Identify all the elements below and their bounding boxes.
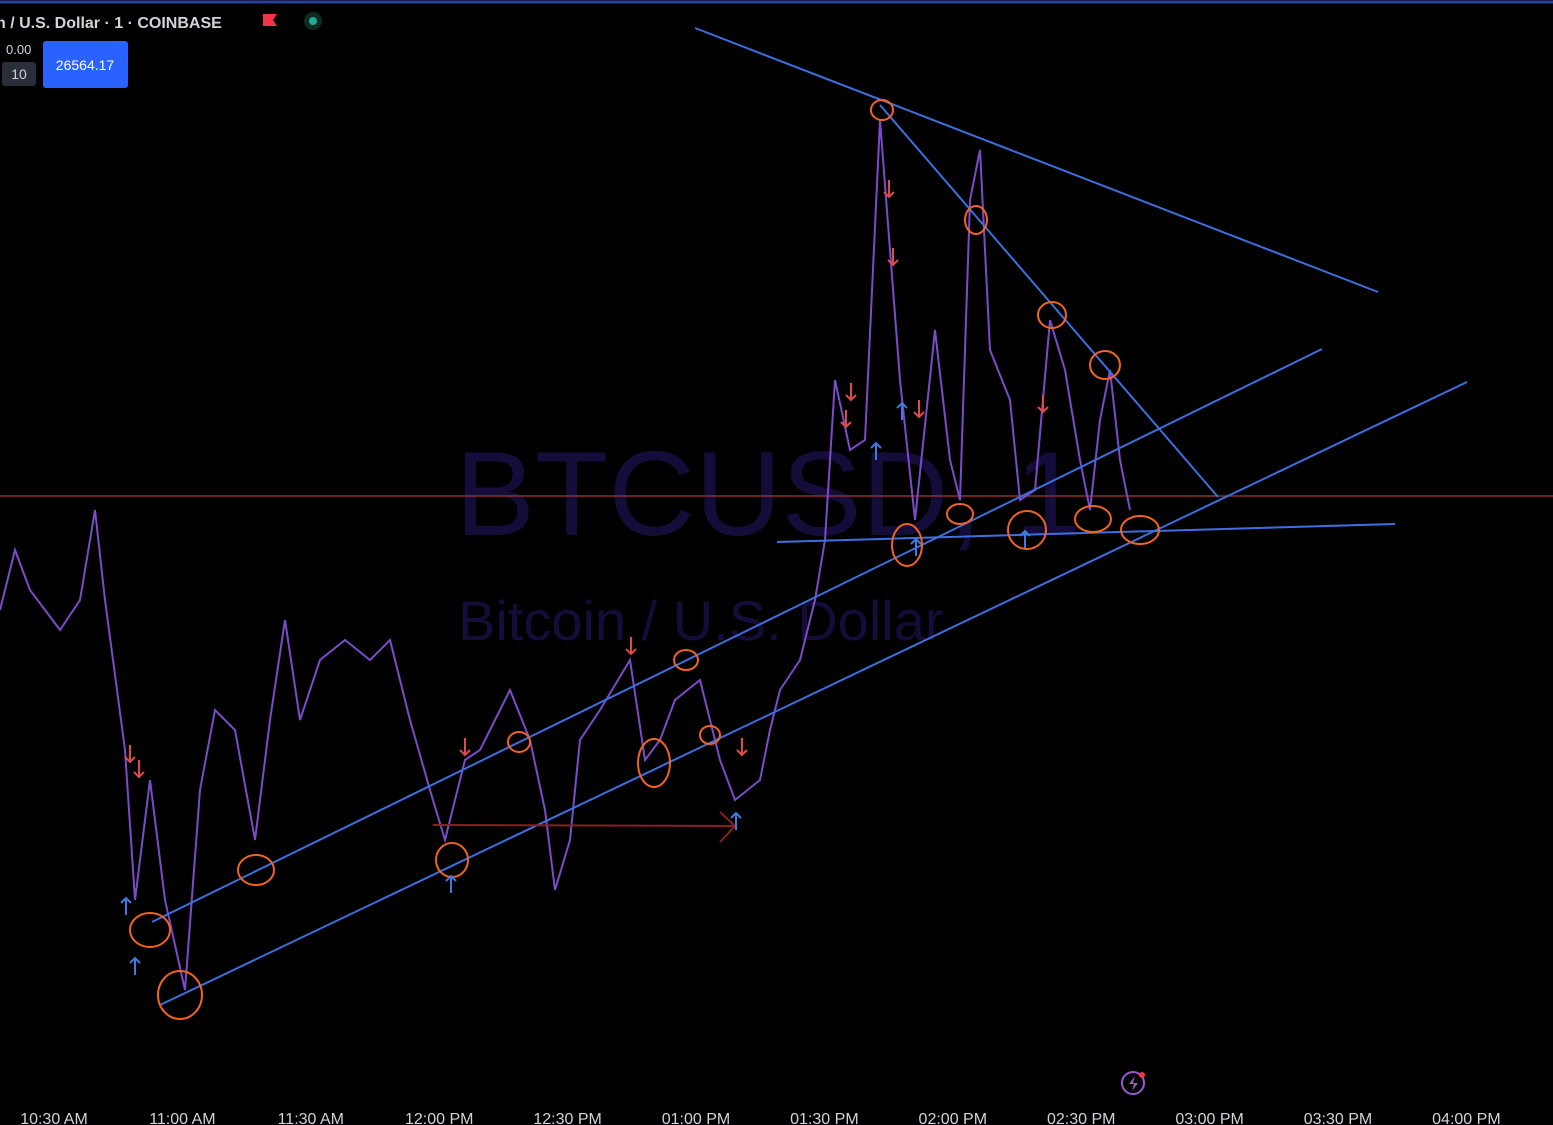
notif-dot [1139, 1072, 1145, 1078]
price-series [0, 119, 1131, 991]
time-label: 12:30 PM [533, 1111, 601, 1125]
symbol-title: n / U.S. Dollar · 1 · COINBASE [0, 15, 222, 32]
trend-lines [151, 27, 1468, 1006]
time-label: 11:30 AM [278, 1111, 344, 1125]
buy-button[interactable] [43, 41, 128, 88]
arrow-annotation [432, 811, 737, 843]
lightning-icon[interactable] [1121, 1071, 1145, 1095]
time-label: 02:00 PM [919, 1111, 987, 1125]
time-label: 03:00 PM [1175, 1111, 1243, 1125]
circle-annotations [129, 99, 1160, 1020]
time-label: 01:00 PM [662, 1111, 730, 1125]
time-axis: 10:30 AM 11:00 AM 11:30 AM 12:00 PM 12:30 PM… [20, 1111, 1500, 1125]
time-label: 03:30 PM [1304, 1111, 1372, 1125]
status-dot [309, 17, 317, 25]
down-arrows [124, 180, 1049, 779]
watermark-ticker: BTCUSD, 1 [455, 427, 1082, 561]
time-label: 12:00 PM [405, 1111, 473, 1125]
up-arrows [120, 401, 1031, 975]
qty-label: 10 [11, 66, 27, 82]
price-label: 26564.17 [56, 57, 115, 73]
change-label: 0.00 [6, 42, 31, 57]
time-label: 11:00 AM [149, 1111, 215, 1125]
qty-box[interactable] [2, 62, 36, 86]
watermark-name: Bitcoin / U.S. Dollar [458, 589, 944, 652]
time-label: 04:00 PM [1432, 1111, 1500, 1125]
lightning-glyph [1129, 1076, 1138, 1091]
time-label: 01:30 PM [790, 1111, 858, 1125]
time-label: 10:30 AM [20, 1111, 88, 1125]
time-label: 02:30 PM [1047, 1111, 1115, 1125]
flag-icon [263, 14, 277, 26]
